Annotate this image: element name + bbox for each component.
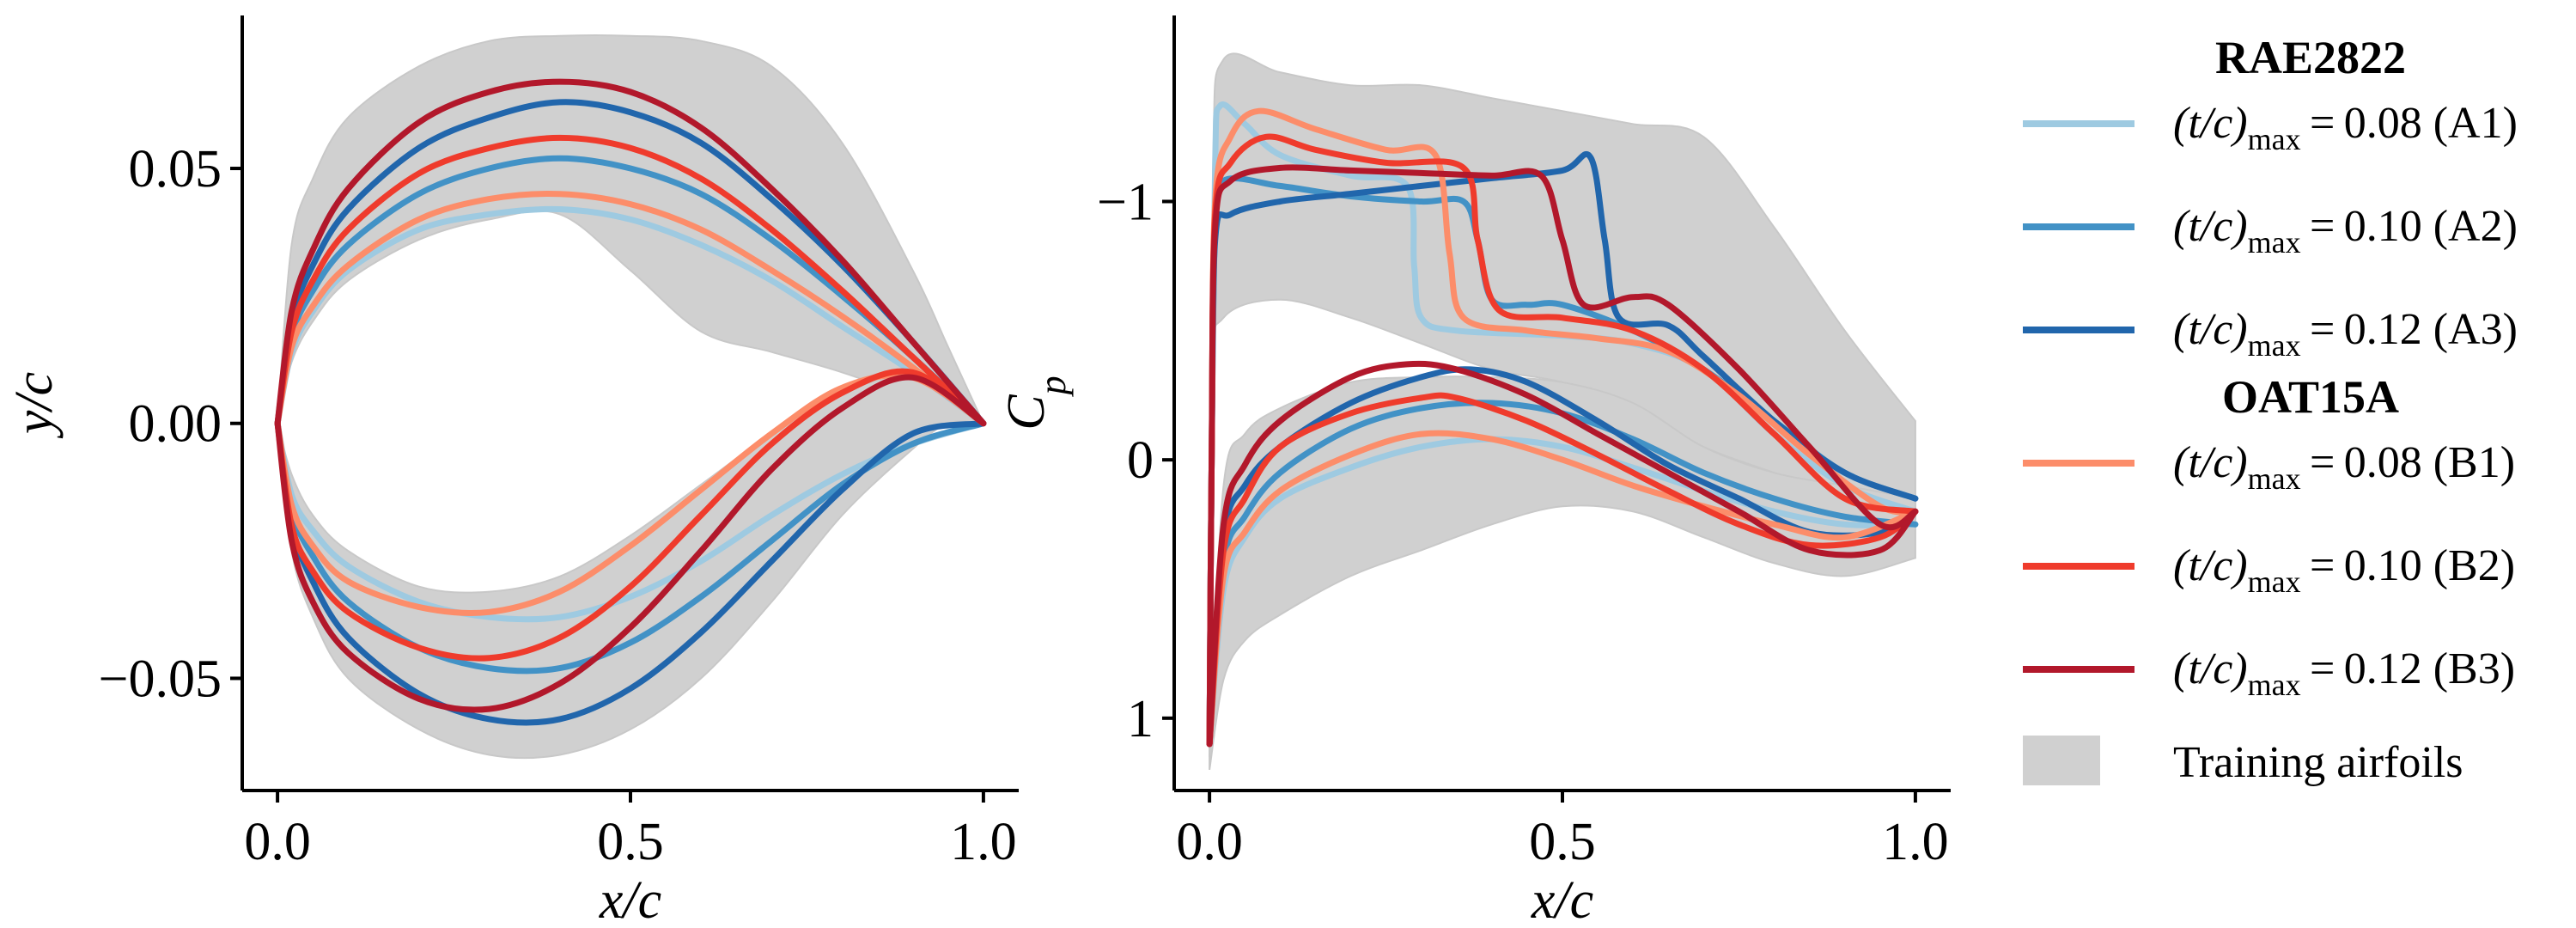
right-y-tick-label: 1 <box>1127 690 1154 748</box>
left-x-tick-label: 0.0 <box>244 813 311 871</box>
legend-training-swatch <box>2023 736 2100 785</box>
left-x-tick-label: 0.5 <box>597 813 664 871</box>
right-series-b3-upper <box>1206 164 1919 748</box>
legend-label: (t/c)max = 0.10 (A2) <box>2173 202 2518 259</box>
left-y-tick-label: 0.00 <box>129 395 222 454</box>
left-series-b1-lower <box>274 372 987 616</box>
left-training-airfoils <box>277 34 986 760</box>
legend-label: (t/c)max = 0.08 (A1) <box>2173 99 2518 156</box>
legend-group-title: OAT15A <box>2222 371 2399 423</box>
left-series-b2-upper <box>274 134 987 427</box>
airfoil-shape-panel: 0.0 0.5 1.0 −0.05 0.00 0.05 x/c y/c <box>5 15 1019 928</box>
right-x-tick-label: 1.0 <box>1882 813 1949 871</box>
left-y-label: y/c <box>5 372 64 439</box>
left-y-tick-label: −0.05 <box>99 650 222 708</box>
left-series-a2-upper <box>274 155 987 427</box>
right-x-tick-label: 0.5 <box>1529 813 1596 871</box>
legend-label: (t/c)max = 0.10 (B2) <box>2173 541 2515 599</box>
legend-group-title: RAE2822 <box>2215 32 2406 83</box>
left-series-a1-lower <box>274 420 987 623</box>
legend-label: (t/c)max = 0.08 (B1) <box>2173 438 2515 496</box>
right-series-a2-lower <box>1206 400 1919 748</box>
left-series-a2-lower <box>274 420 987 675</box>
left-y-tick-label: 0.05 <box>129 140 222 198</box>
left-x-tick-label: 1.0 <box>950 813 1017 871</box>
left-x-label: x/c <box>599 871 661 928</box>
right-y-label: Cp <box>997 375 1074 430</box>
left-series-b3-upper <box>274 78 987 427</box>
right-series-b1-lower <box>1206 430 1919 748</box>
right-series-a3-lower <box>1206 366 1919 748</box>
right-y-tick-label: −1 <box>1097 173 1154 231</box>
left-series-b1-upper <box>274 190 987 427</box>
training-band-lower <box>277 370 986 760</box>
right-x-label: x/c <box>1531 871 1593 928</box>
legend-training-label: Training airfoils <box>2173 738 2463 787</box>
left-series-b3-lower <box>274 374 987 713</box>
legend-label: (t/c)max = 0.12 (B3) <box>2173 644 2515 702</box>
training-band-upper <box>1209 52 1916 757</box>
right-y-tick-label: 0 <box>1127 431 1154 490</box>
left-series-a3-lower <box>274 420 987 726</box>
legend: RAE2822 (t/c)max = 0.08 (A1) (t/c)max = 0.… <box>2023 32 2518 787</box>
right-x-tick-label: 0.0 <box>1176 813 1243 871</box>
legend-label: (t/c)max = 0.12 (A3) <box>2173 305 2518 363</box>
pressure-coefficient-panel: 0.0 0.5 1.0 −1 0 1 x/c Cp <box>997 15 1951 928</box>
right-series-b3-lower <box>1206 360 1919 748</box>
left-series-b2-lower <box>274 368 987 662</box>
right-y-label-subscript: p <box>1032 375 1074 397</box>
